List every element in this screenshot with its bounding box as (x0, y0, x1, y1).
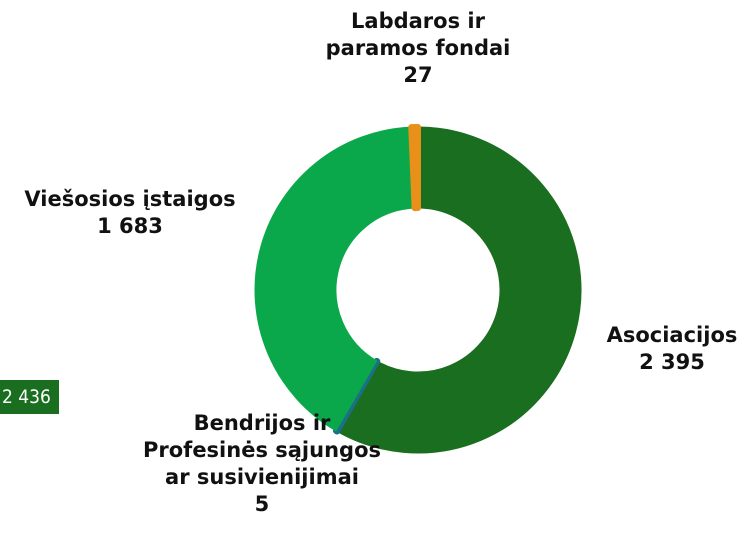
donut-slice (336, 126, 582, 454)
value-label: 2 395 (639, 350, 705, 374)
category-name: Asociacijos (606, 323, 738, 347)
donut-slice (254, 126, 416, 432)
donut-slice (408, 124, 421, 212)
value-label: 5 (254, 492, 270, 516)
slice-label: Bendrijos ir Profesinės sąjungos ar susi… (143, 410, 381, 518)
slice-label: Asociacijos 2 395 (607, 322, 738, 376)
category-name: Labdaros ir paramos fondai (325, 9, 511, 60)
category-name: Bendrijos ir Profesinės sąjungos ar susi… (143, 411, 381, 489)
value-label: 27 (403, 63, 433, 87)
value-label: 1 683 (97, 214, 163, 238)
slice-label: Labdaros ir paramos fondai 27 (326, 8, 511, 89)
category-name: Viešosios įstaigos (24, 187, 236, 211)
annotation-badge: 2 436 (0, 380, 59, 414)
slice-label: Viešosios įstaigos 1 683 (24, 186, 235, 240)
